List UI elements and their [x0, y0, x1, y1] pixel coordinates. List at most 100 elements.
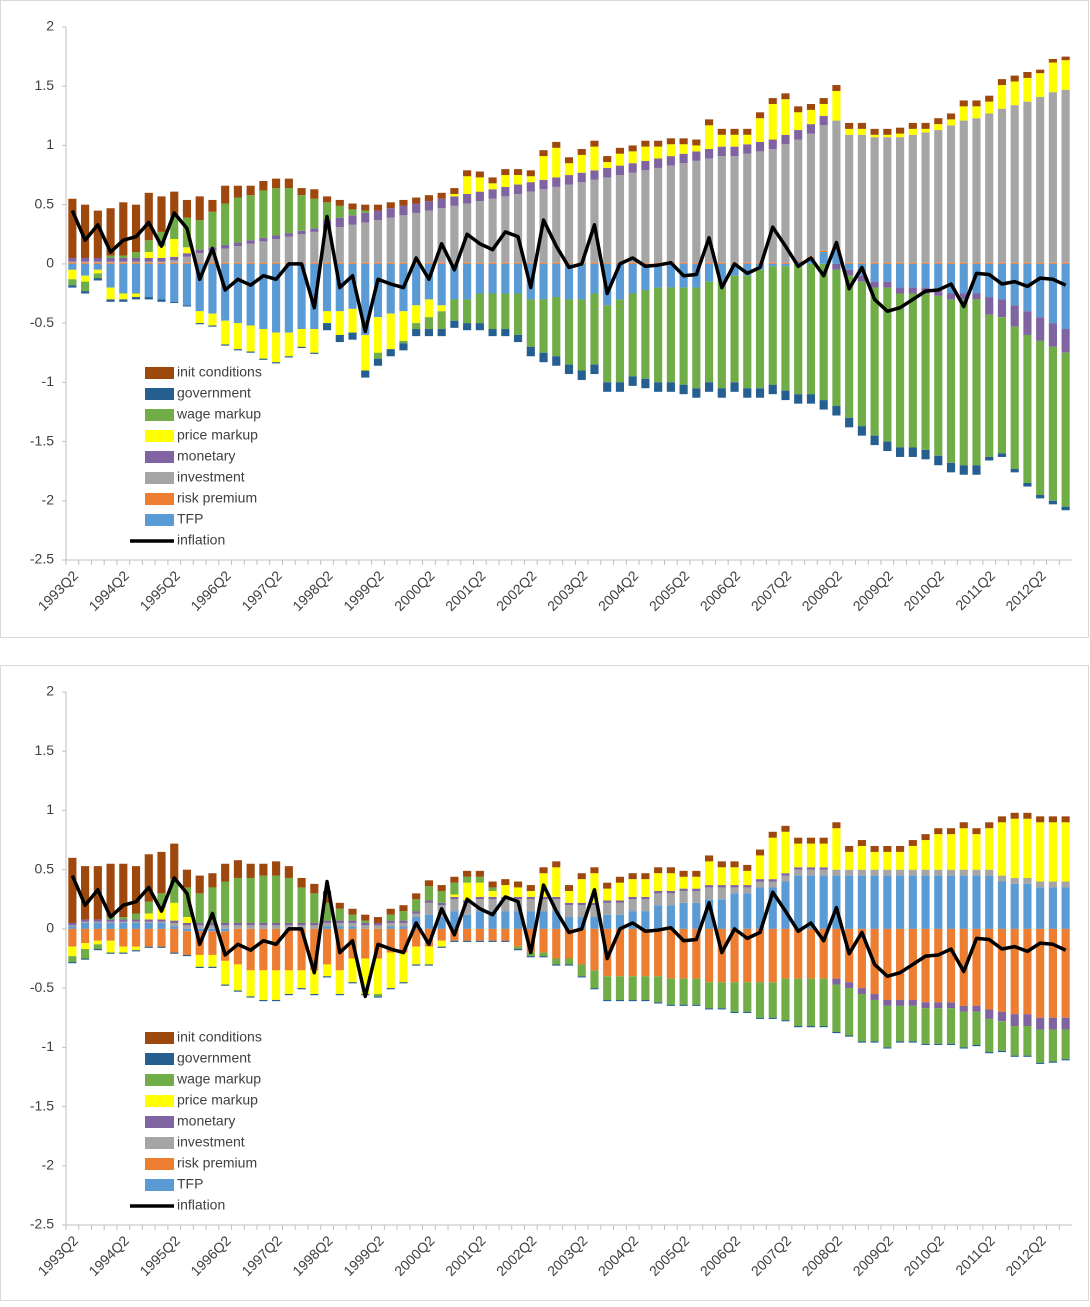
bar-segment — [119, 293, 128, 300]
bar-segment — [819, 875, 828, 929]
bar-segment — [781, 262, 790, 264]
bar-segment — [717, 281, 726, 389]
bar-segment — [743, 982, 752, 1012]
bar-segment — [921, 263, 930, 288]
bar-segment — [526, 176, 535, 183]
bar-segment — [361, 212, 370, 223]
bar-segment — [794, 260, 803, 262]
bar-segment — [399, 199, 408, 206]
bar-segment — [603, 888, 612, 901]
bar-segment — [463, 928, 472, 941]
bar-segment — [997, 816, 1007, 823]
bar-segment — [590, 146, 599, 171]
bar-segment — [730, 1011, 739, 1013]
bar-segment — [437, 198, 446, 209]
bar-segment — [106, 921, 115, 923]
legend-label: wage markup — [176, 406, 261, 422]
bar-segment — [399, 911, 408, 921]
bar-segment — [322, 922, 332, 927]
bar-segment — [106, 919, 115, 922]
bar-segment — [1048, 62, 1057, 93]
bar-segment — [590, 364, 599, 375]
bar-segment — [615, 165, 625, 176]
bar-segment — [666, 928, 675, 979]
bar-segment — [692, 287, 701, 389]
bar-segment — [475, 177, 484, 192]
bar-segment — [322, 890, 332, 903]
bar-segment — [361, 914, 370, 921]
bar-segment — [921, 262, 930, 264]
bar-segment — [679, 870, 688, 877]
bar-segment — [1061, 1059, 1070, 1061]
bar-segment — [781, 978, 790, 1021]
bar-segment — [946, 293, 956, 300]
bar-segment — [539, 928, 548, 953]
bar-segment — [106, 863, 115, 918]
bar-segment — [539, 896, 548, 900]
bar-segment — [870, 875, 879, 929]
bar-segment — [641, 289, 650, 379]
bar-segment — [221, 928, 230, 932]
bar-segment — [577, 182, 586, 263]
bar-segment — [297, 230, 306, 235]
bar-segment — [93, 269, 102, 274]
inflation-line — [70, 874, 1067, 999]
bar-segment — [832, 249, 841, 264]
bar-segment — [348, 209, 357, 216]
bar-segment — [93, 261, 102, 263]
bar-segment — [896, 137, 905, 263]
bar-segment — [577, 964, 586, 977]
bar-segment — [603, 305, 612, 383]
bar-segment — [819, 263, 828, 401]
bar-segment — [1010, 1026, 1019, 1056]
bar-segment — [297, 887, 306, 923]
bar-segment — [106, 255, 115, 258]
bar-segment — [730, 128, 739, 135]
bar-segment — [335, 920, 344, 923]
legend-label: risk premium — [177, 490, 257, 506]
bar-segment — [972, 293, 981, 300]
bar-segment — [768, 879, 777, 882]
legend-label: investment — [177, 1134, 245, 1150]
bar-segment — [1036, 1017, 1045, 1030]
bar-segment — [896, 875, 905, 929]
bar-segment — [208, 325, 217, 327]
bar-segment — [1010, 468, 1019, 473]
bar-segment — [743, 128, 752, 135]
bar-segment — [246, 970, 255, 997]
bar-segment — [883, 281, 892, 288]
bar-segment — [590, 917, 599, 929]
bar-segment — [997, 263, 1007, 300]
bar-segment — [615, 976, 625, 1000]
bar-segment — [692, 978, 701, 1005]
bar-segment — [463, 940, 472, 942]
bar-segment — [997, 79, 1007, 86]
bar-segment — [819, 1026, 828, 1028]
bar-segment — [1061, 89, 1070, 263]
bar-segment — [552, 861, 561, 868]
bar-segment — [259, 237, 268, 242]
bar-segment — [170, 920, 179, 923]
bar-segment — [488, 262, 497, 264]
bar-segment — [475, 876, 484, 883]
bar-segment — [615, 914, 625, 929]
bar-segment — [857, 988, 866, 995]
bar-segment — [628, 262, 637, 264]
bar-segment — [81, 263, 90, 276]
bar-segment — [615, 876, 625, 883]
bar-segment — [488, 293, 497, 330]
bar-segment — [1061, 887, 1070, 929]
bar-segment — [870, 999, 879, 1042]
bar-segment — [692, 902, 701, 929]
bar-segment — [806, 109, 816, 125]
bar-segment — [233, 860, 242, 878]
legend-swatch — [145, 1158, 174, 1170]
bar-segment — [348, 914, 357, 921]
bar-segment — [959, 120, 968, 263]
bar-segment — [322, 263, 332, 312]
bar-segment — [857, 840, 866, 846]
bar-segment — [946, 263, 956, 294]
bar-segment — [221, 185, 230, 204]
bar-segment — [972, 1011, 981, 1045]
bar-segment — [221, 262, 230, 264]
